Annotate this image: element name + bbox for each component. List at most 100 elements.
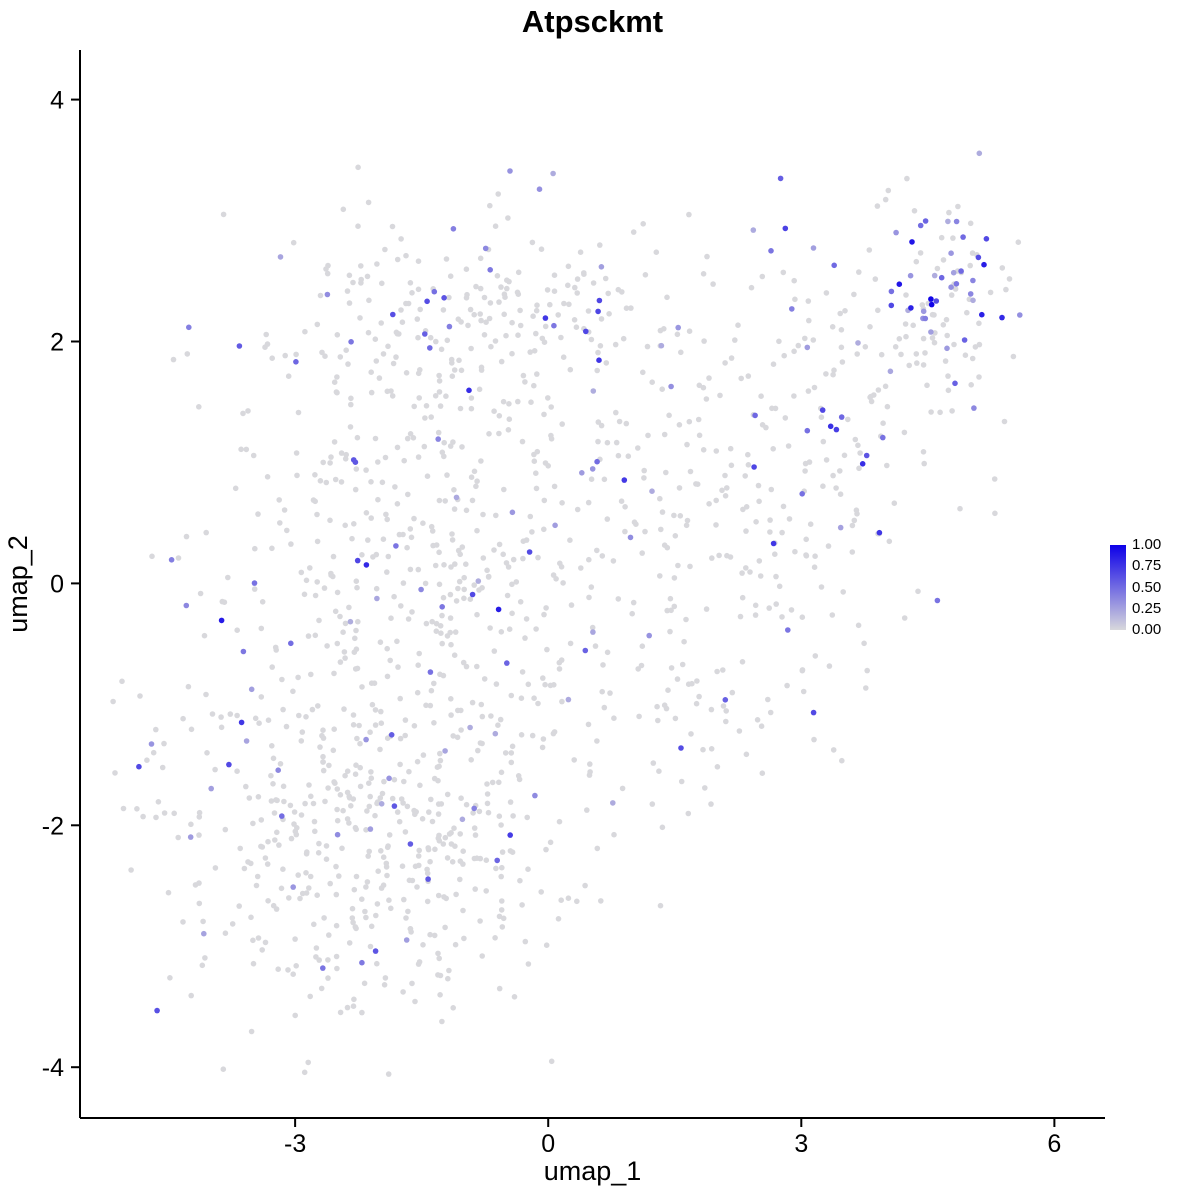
scatter-point bbox=[269, 355, 276, 362]
scatter-point bbox=[931, 339, 938, 346]
scatter-point bbox=[878, 351, 885, 358]
scatter-point bbox=[188, 821, 194, 828]
scatter-point bbox=[786, 516, 793, 522]
scatter-point bbox=[427, 345, 433, 351]
scatter-point bbox=[197, 590, 204, 597]
scatter-point bbox=[208, 785, 214, 792]
scatter-point bbox=[888, 288, 895, 295]
scatter-point bbox=[928, 296, 934, 302]
scatter-point bbox=[526, 549, 533, 555]
scatter-point bbox=[908, 305, 914, 311]
scatter-point bbox=[439, 612, 445, 619]
scatter-point bbox=[458, 727, 464, 733]
scatter-point bbox=[354, 557, 361, 564]
scatter-point bbox=[713, 522, 719, 528]
scatter-point bbox=[334, 817, 341, 824]
scatter-point bbox=[314, 321, 321, 328]
scatter-point bbox=[882, 196, 889, 203]
scatter-point bbox=[380, 854, 387, 860]
scatter-point bbox=[442, 748, 448, 754]
scatter-point bbox=[353, 925, 359, 932]
scatter-point bbox=[435, 436, 442, 442]
scatter-point bbox=[541, 526, 547, 533]
scatter-point bbox=[363, 510, 370, 516]
scatter-point bbox=[262, 855, 269, 861]
scatter-point bbox=[841, 452, 848, 459]
scatter-point bbox=[683, 522, 690, 529]
scatter-point bbox=[464, 291, 470, 298]
scatter-point bbox=[519, 902, 525, 908]
scatter-point bbox=[283, 723, 290, 730]
scatter-point bbox=[492, 338, 499, 344]
scatter-point bbox=[594, 458, 600, 465]
scatter-point bbox=[475, 578, 482, 584]
scatter-point bbox=[884, 403, 891, 410]
scatter-point bbox=[292, 1012, 299, 1019]
scatter-point bbox=[668, 607, 674, 614]
scatter-point bbox=[661, 326, 667, 332]
scatter-point bbox=[386, 832, 393, 838]
scatter-point bbox=[480, 555, 487, 561]
scatter-point bbox=[904, 175, 910, 182]
scatter-point bbox=[372, 722, 379, 728]
scatter-point bbox=[987, 289, 994, 296]
scatter-point bbox=[436, 497, 443, 504]
scatter-point bbox=[991, 476, 998, 482]
scatter-point bbox=[452, 941, 459, 948]
scatter-point bbox=[435, 972, 441, 978]
scatter-point bbox=[498, 358, 505, 365]
scatter-point bbox=[837, 524, 844, 531]
scatter-point bbox=[337, 659, 344, 665]
scatter-point bbox=[596, 357, 602, 364]
scatter-point bbox=[845, 416, 851, 423]
scatter-point bbox=[265, 898, 271, 904]
scatter-point bbox=[400, 580, 407, 586]
scatter-point bbox=[856, 465, 862, 472]
scatter-point bbox=[672, 533, 679, 539]
scatter-point bbox=[450, 1005, 457, 1011]
scatter-point bbox=[415, 286, 422, 293]
scatter-point bbox=[823, 290, 830, 296]
scatter-point bbox=[325, 957, 331, 963]
scatter-point bbox=[447, 273, 454, 280]
scatter-point bbox=[674, 331, 681, 338]
scatter-point bbox=[910, 322, 916, 329]
scatter-point bbox=[903, 292, 909, 298]
scatter-point bbox=[896, 336, 903, 342]
scatter-point bbox=[855, 340, 861, 346]
scatter-point bbox=[823, 371, 829, 377]
scatter-point bbox=[517, 599, 524, 605]
scatter-point bbox=[201, 930, 207, 937]
scatter-point bbox=[876, 529, 883, 536]
scatter-point bbox=[640, 221, 646, 227]
scatter-point bbox=[459, 544, 466, 550]
scatter-point bbox=[867, 324, 873, 330]
scatter-point bbox=[448, 712, 454, 718]
scatter-point bbox=[331, 670, 337, 677]
scatter-point bbox=[633, 521, 639, 527]
scatter-point bbox=[416, 862, 422, 869]
scatter-point bbox=[810, 337, 817, 343]
scatter-point bbox=[353, 762, 359, 768]
scatter-point bbox=[199, 962, 206, 969]
scatter-point bbox=[436, 763, 442, 770]
scatter-point bbox=[811, 736, 817, 743]
scatter-point bbox=[920, 362, 927, 368]
scatter-point bbox=[334, 831, 341, 838]
scatter-point bbox=[153, 814, 159, 821]
scatter-point bbox=[663, 469, 669, 476]
scatter-point bbox=[302, 800, 308, 807]
scatter-point bbox=[735, 322, 741, 329]
scatter-point bbox=[759, 422, 766, 428]
scatter-point bbox=[782, 225, 789, 232]
scatter-point bbox=[436, 581, 443, 588]
scatter-point bbox=[265, 838, 271, 845]
scatter-point bbox=[503, 332, 509, 339]
scatter-point bbox=[196, 832, 202, 838]
scatter-point bbox=[659, 386, 665, 393]
scatter-point bbox=[504, 285, 510, 292]
scatter-point bbox=[294, 472, 300, 479]
scatter-point bbox=[561, 300, 567, 307]
scatter-point bbox=[346, 604, 352, 611]
scatter-point bbox=[508, 759, 515, 766]
